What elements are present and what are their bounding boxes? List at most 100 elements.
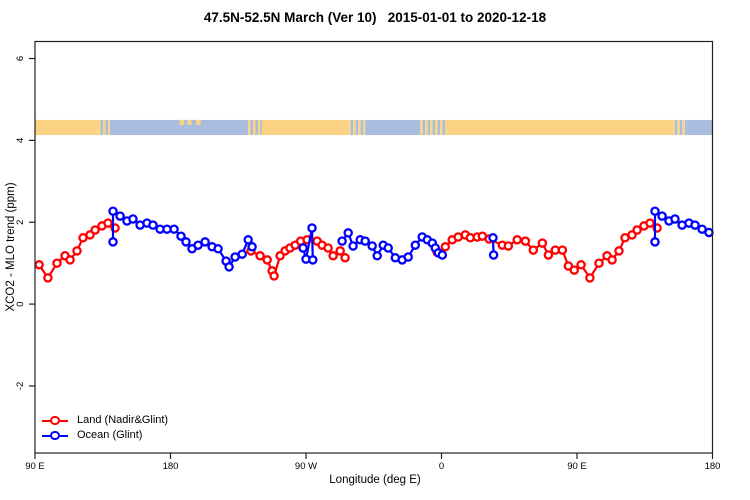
- land-series-point: [269, 271, 279, 281]
- legend-label-land: Land (Nadir&Glint): [77, 414, 169, 426]
- ocean-series-point: [247, 242, 257, 252]
- ocean-series-point: [437, 250, 448, 260]
- land-series-point: [537, 238, 548, 248]
- x-tick-label: 180: [705, 461, 721, 472]
- land-series-point: [34, 260, 44, 270]
- band-mixed-segment: [437, 119, 441, 136]
- land-series-point: [557, 245, 568, 255]
- band-mixed-segment: [350, 119, 354, 136]
- land-series-point: [43, 273, 53, 283]
- band-land-segment: [445, 119, 673, 136]
- band-mixed-segment: [432, 119, 436, 136]
- ocean-series-point: [200, 237, 210, 247]
- ocean-series-point: [148, 220, 158, 230]
- band-mixed-segment: [260, 119, 263, 136]
- plot-border: [34, 40, 714, 454]
- land-series-point: [569, 265, 580, 275]
- ocean-series-line: [302, 226, 314, 261]
- band-island-segment: [187, 119, 192, 125]
- band-mixed-segment: [363, 119, 366, 136]
- ocean-series-point: [108, 206, 118, 216]
- land-series-point: [512, 235, 522, 245]
- land-series-point: [90, 225, 100, 235]
- band-land-segment: [262, 119, 349, 136]
- ocean-series-point: [650, 237, 660, 247]
- band-mixed-segment: [677, 119, 680, 136]
- land-series-point: [323, 243, 333, 253]
- ocean-series-point: [372, 251, 382, 261]
- land-series-point: [440, 242, 451, 252]
- legend-row-ocean: Ocean (Glint): [42, 428, 168, 443]
- ocean-series-point: [343, 228, 353, 238]
- band-mixed-segment: [684, 119, 687, 136]
- ocean-series-point: [308, 255, 318, 265]
- ocean-series-point: [367, 241, 377, 251]
- x-tick-label: 0: [439, 461, 444, 472]
- x-tick-label: 180: [163, 461, 179, 472]
- band-mixed-segment: [353, 119, 356, 136]
- y-tick-label: 2: [15, 220, 26, 225]
- band-mixed-segment: [442, 119, 446, 136]
- land-series-point: [328, 251, 338, 261]
- band-mixed-segment: [427, 119, 431, 136]
- band-mixed-segment: [348, 119, 351, 136]
- land-series-point: [614, 246, 624, 256]
- band-island-segment: [196, 119, 201, 125]
- band-island-segment: [179, 119, 185, 125]
- land-series-point: [543, 250, 554, 260]
- land-series-point: [645, 218, 655, 228]
- band-mixed-segment: [255, 119, 259, 136]
- band-ocean-segment: [109, 119, 249, 136]
- ocean-series-point: [488, 250, 499, 260]
- land-series-point: [262, 255, 272, 265]
- ocean-series-point: [169, 224, 179, 234]
- band-mixed-segment: [248, 119, 251, 136]
- ocean-series-point: [298, 243, 308, 253]
- legend-row-land: Land (Nadir&Glint): [42, 413, 168, 428]
- land-series-point: [585, 273, 595, 283]
- ocean-series-point: [108, 237, 118, 247]
- chart-title: 47.5N-52.5N March (Ver 10) 2015-01-01 to…: [203, 10, 547, 25]
- ocean-series-marker-icon: [42, 430, 68, 441]
- land-series-point: [65, 255, 75, 265]
- band-mixed-segment: [435, 119, 438, 136]
- band-mixed-segment: [420, 119, 423, 136]
- ocean-series-point: [360, 236, 370, 246]
- ocean-series-point: [176, 231, 186, 241]
- land-series-point: [576, 260, 586, 270]
- ocean-series-point: [213, 244, 223, 254]
- ocean-series-point: [348, 241, 358, 251]
- band-mixed-segment: [674, 119, 678, 136]
- band-mixed-segment: [105, 119, 109, 136]
- band-mixed-segment: [422, 119, 426, 136]
- ocean-series-point: [704, 227, 714, 238]
- band-mixed-segment: [100, 119, 104, 136]
- land-series-point: [594, 258, 604, 268]
- band-mixed-segment: [679, 119, 683, 136]
- band-mixed-segment: [440, 119, 443, 136]
- ocean-series-point: [237, 249, 247, 259]
- ocean-series-point: [410, 240, 421, 250]
- ocean-series-point: [243, 235, 253, 245]
- ocean-series-point: [488, 233, 498, 243]
- band-ocean-segment: [365, 119, 421, 136]
- band-mixed-segment: [360, 119, 364, 136]
- x-tick-label: 90 W: [295, 461, 317, 472]
- land-series-point: [528, 245, 539, 255]
- ocean-series-point: [657, 211, 667, 221]
- land-series-point: [52, 258, 62, 268]
- y-tick-label: -2: [15, 382, 26, 390]
- ocean-series-point: [337, 236, 347, 246]
- band-mixed-segment: [103, 119, 106, 136]
- band-land-segment: [35, 119, 99, 136]
- ocean-series-point: [128, 214, 138, 224]
- band-mixed-segment: [250, 119, 254, 136]
- ocean-series-point: [403, 252, 413, 262]
- band-mixed-segment: [355, 119, 359, 136]
- ocean-series-point: [670, 214, 680, 224]
- land-series-point: [632, 225, 642, 235]
- band-mixed-segment: [672, 119, 675, 136]
- ocean-series-point: [307, 223, 317, 233]
